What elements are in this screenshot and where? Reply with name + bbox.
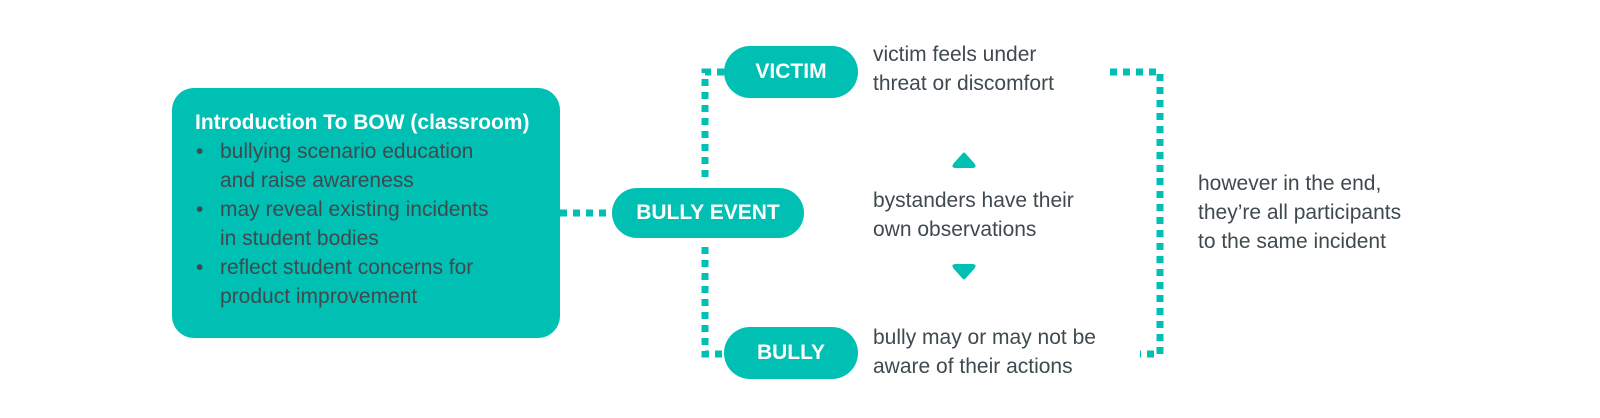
victim-description-line: victim feels under [873,43,1037,66]
bystanders-description-line: own observations [873,218,1037,241]
bullet-text-line: product improvement [220,285,418,308]
victim-node: VICTIM [724,46,858,98]
bullet-text-line: and raise awareness [220,169,414,192]
conclusion-text: however in the end, they’re all particip… [1198,169,1401,256]
intro-box: Introduction To BOW (classroom) • bullyi… [172,88,560,338]
bullet-text-line: may reveal existing incidents [220,198,489,221]
bullet-dot: • [196,140,204,163]
bully-description-line: bully may or may not be [873,326,1096,349]
bullet-text-line: in student bodies [220,227,379,250]
up-triangle-icon [952,152,976,168]
bystanders-description: bystanders have their own observations [873,186,1074,244]
bully-node: BULLY [724,327,858,379]
list-item: • bullying scenario education and raise … [195,137,538,195]
bullet-dot: • [196,256,204,279]
bully-description: bully may or may not be aware of their a… [873,323,1096,381]
bullet-text-line: bullying scenario education [220,140,474,163]
victim-description-line: threat or discomfort [873,72,1054,95]
conclusion-line: to the same incident [1198,230,1386,253]
connector-event-bully [701,247,724,358]
victim-description: victim feels under threat or discomfort [873,40,1054,98]
list-item: • may reveal existing incidents in stude… [195,195,538,253]
down-triangle-icon [952,264,976,280]
intro-title: Introduction To BOW (classroom) [195,111,530,134]
bully-description-line: aware of their actions [873,355,1073,378]
bully-event-node: BULLY EVENT [612,188,804,238]
right-bracket [1110,68,1164,358]
conclusion-line: they’re all participants [1198,201,1402,224]
bullet-dot: • [196,198,204,221]
intro-bullet-list: • bullying scenario education and raise … [195,137,538,311]
conclusion-line: however in the end, [1198,172,1382,195]
bystanders-description-line: bystanders have their [873,189,1074,212]
bullet-text-line: reflect student concerns for [220,256,474,279]
list-item: • reflect student concerns for product i… [195,253,538,311]
connector-event-victim [701,68,724,178]
